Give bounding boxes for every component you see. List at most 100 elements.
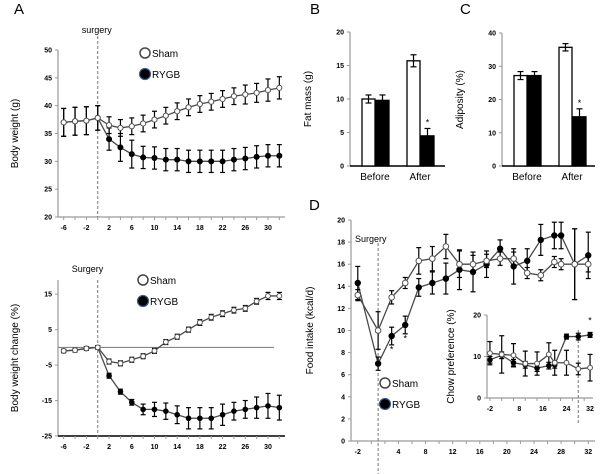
x-tick-label: -6 [61, 225, 67, 232]
data-point-rygb [140, 154, 147, 161]
x-tick-label: 30 [264, 444, 272, 451]
data-point-rygb [563, 333, 570, 340]
significance-mark: * [588, 315, 592, 325]
data-point-sham [231, 307, 237, 314]
y-tick-label: 0 [340, 164, 344, 171]
data-point-rygb [374, 360, 382, 367]
data-point-rygb [162, 156, 169, 163]
y-tick-label: 0 [341, 439, 345, 446]
data-point-sham [219, 310, 226, 317]
y-tick-label: 45 [44, 75, 52, 82]
x-tick-label: 18 [196, 225, 204, 232]
data-point-sham [522, 360, 529, 367]
y-axis-label: Body weight change (%) [10, 304, 21, 412]
data-point-sham [162, 339, 169, 345]
data-point-rygb [174, 156, 181, 163]
data-point-rygb [253, 153, 260, 160]
data-point-sham [208, 98, 215, 105]
y-tick-label: 0 [492, 164, 496, 171]
data-point-rygb [551, 232, 558, 239]
data-point-sham [429, 255, 436, 262]
data-point-sham [510, 352, 517, 359]
y-tick-label: 40 [488, 31, 496, 38]
bar-rygb-after [572, 116, 587, 167]
data-point-sham [174, 108, 181, 115]
y-tick-label: 4 [341, 394, 345, 401]
data-point-rygb [196, 158, 203, 165]
data-point-rygb [469, 268, 477, 276]
x-tick-label: 16 [476, 449, 484, 456]
panel-letter: C [460, 1, 471, 18]
y-tick-label: 20 [337, 218, 345, 225]
significance-mark: * [403, 334, 407, 344]
data-point-rygb [185, 415, 192, 422]
legend-label-rygb: RYGB [152, 70, 180, 81]
data-point-sham [162, 112, 169, 119]
legend-marker-sham [379, 377, 391, 389]
data-point-sham [496, 255, 504, 262]
x-category-label: Before [360, 172, 390, 183]
data-point-rygb [456, 266, 463, 273]
data-point-sham [584, 260, 592, 268]
data-point-rygb [546, 362, 552, 369]
legend-marker-rygb [136, 294, 150, 308]
data-point-rygb [242, 406, 249, 413]
y-tick-label: 10 [473, 354, 481, 361]
data-point-sham [510, 255, 517, 262]
data-point-rygb [264, 152, 271, 159]
data-point-rygb [415, 284, 422, 291]
data-point-rygb [197, 415, 203, 422]
data-point-sham [230, 93, 238, 100]
series-line-rygb [63, 117, 280, 162]
data-point-sham [128, 356, 135, 363]
bar-rygb-before [375, 99, 390, 167]
data-point-sham [537, 271, 545, 279]
y-tick-label: -15 [42, 398, 52, 405]
x-tick-label: -2 [487, 406, 493, 413]
data-point-rygb [265, 403, 271, 409]
data-point-sham [219, 95, 226, 103]
data-point-rygb [140, 406, 146, 413]
y-tick-label: 8 [341, 350, 345, 357]
data-point-rygb [219, 411, 226, 418]
data-point-sham [575, 366, 582, 372]
data-point-sham [253, 89, 260, 96]
data-point-rygb [587, 332, 593, 338]
data-point-rygb [575, 333, 582, 340]
y-tick-label: 15 [44, 292, 52, 299]
y-tick-label: -25 [42, 434, 52, 441]
y-axis-label: Adiposity (%) [455, 70, 466, 129]
y-tick-label: 20 [336, 30, 344, 37]
y-tick-label: 30 [44, 159, 52, 166]
y-tick-label: 16 [337, 262, 345, 269]
panel-letter: D [309, 197, 320, 214]
legend-marker-rygb [378, 397, 392, 411]
data-point-rygb [487, 357, 493, 363]
significance-mark: * [426, 117, 430, 127]
y-tick-label: 6 [341, 372, 345, 379]
y-tick-label: -5 [46, 363, 52, 370]
y-tick-label: 40 [44, 103, 52, 110]
data-point-sham [83, 117, 90, 124]
data-point-sham [185, 326, 192, 333]
data-point-rygb [242, 155, 249, 162]
x-tick-label: -6 [61, 444, 67, 451]
surgery-annotation: Surgery [72, 264, 104, 274]
data-point-rygb [151, 406, 158, 413]
x-tick-label: 6 [130, 225, 134, 232]
data-point-sham [242, 305, 249, 312]
data-point-sham [354, 291, 362, 299]
legend-marker-rygb [138, 67, 152, 81]
data-point-sham [196, 319, 203, 326]
x-tick-label: -2 [83, 225, 89, 232]
data-point-sham [71, 118, 79, 125]
data-point-rygb [442, 275, 450, 282]
data-point-sham [487, 350, 493, 357]
data-point-sham [253, 298, 260, 305]
y-tick-label: 20 [473, 313, 481, 320]
data-point-rygb [208, 158, 215, 165]
data-point-sham [388, 294, 395, 301]
data-point-sham [415, 257, 423, 265]
x-tick-label: 26 [241, 225, 249, 232]
